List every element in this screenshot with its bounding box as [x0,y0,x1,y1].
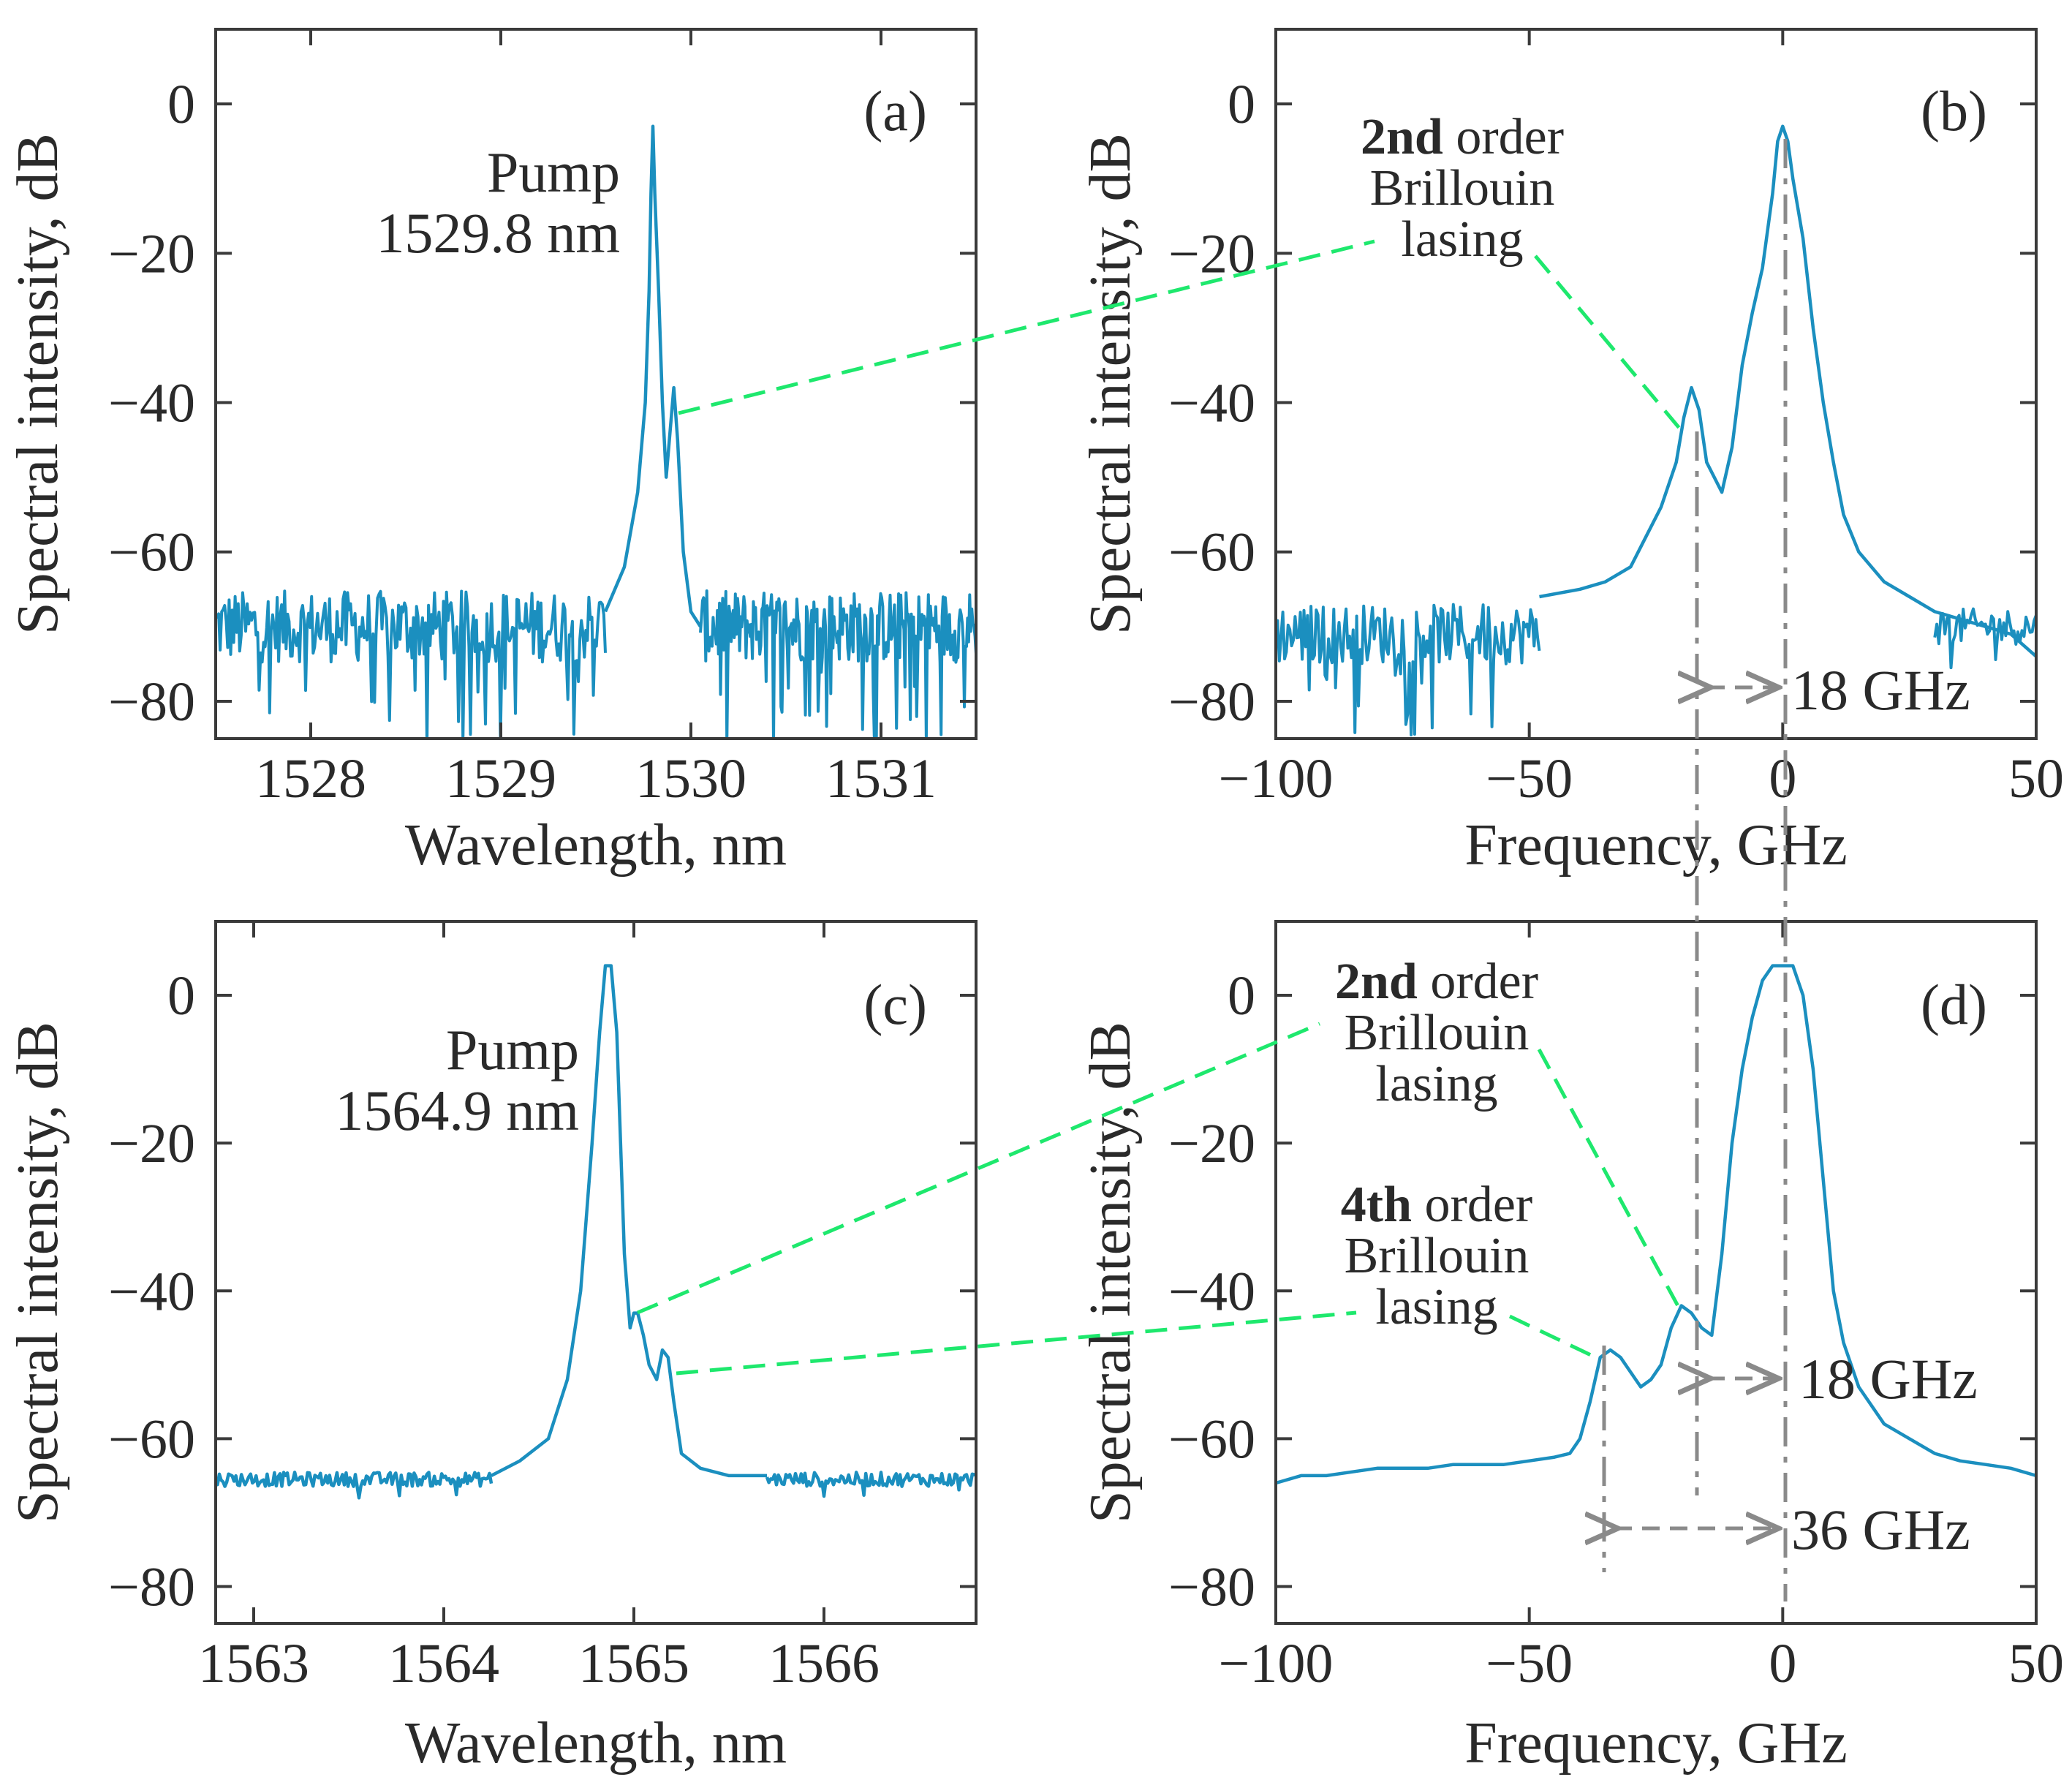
connector-a-to-b-2nd-order [678,239,1375,415]
y-axis-label-d: Spectral intensity, dB [1078,1022,1143,1523]
trace-b-noise-floor [1277,603,2035,736]
panel-label-b: (b) [1921,79,1987,143]
plot-frame-c [214,920,978,1625]
y-axis-label-b: Spectral intensity, dB [1078,133,1143,635]
axis-ticks-a: 1528 1529 1530 1531 0 −20 −40 −60 −80 [108,29,976,810]
x-tick-label-c-1: 1564 [388,1633,499,1694]
spacing-label-18ghz-b: 18 GHz [1791,658,1970,722]
pump-label-c: Pump [446,1018,579,1082]
annotation-2nd-order-b-line2: Brillouin [1370,160,1555,216]
y-tick-label-b-3: −60 [1168,522,1255,584]
x-tick-label-a-2: 1530 [635,748,746,810]
y-tick-label-a-1: −20 [108,223,195,284]
panel-d: −100 −50 0 50 0 −20 −40 −60 −80 (d) 2nd order Br… [1078,920,2064,1776]
y-tick-label-a-3: −60 [108,522,195,584]
annotation-4th-order-d-line3: lasing [1375,1279,1497,1335]
annotation-4th-order-d-line2: Brillouin [1345,1228,1530,1284]
y-tick-label-a-2: −40 [108,373,195,434]
pump-wavelength-label-a: 1529.8 nm [376,201,620,265]
panel-b: −100 −50 0 500−20−40−60−80 (b) 2nd order Br… [1078,28,2064,878]
x-axis-label-a: Wavelength, nm [405,813,787,878]
pump-wavelength-label-c: 1564.9 nm [335,1079,579,1142]
x-tick-label-b-1: −50 [1486,748,1573,810]
spacing-label-18ghz-d: 18 GHz [1799,1347,1978,1411]
trace-a-pump-peak [603,124,702,628]
spacing-label-36ghz-d: 36 GHz [1791,1498,1970,1561]
y-tick-label-d-1: −20 [1168,1113,1255,1174]
x-tick-label-b-2: 0 [1769,748,1796,810]
y-tick-label-d-2: −40 [1168,1261,1255,1322]
x-tick-label-b-3: 50 [2008,748,2064,810]
annotation-4th-order-d-word: order [1412,1177,1532,1233]
x-tick-label-c-3: 1566 [768,1633,880,1694]
y-tick-label-c-2: −40 [108,1261,195,1322]
annotation-4th-order-d-line1: 4th order [1341,1177,1532,1233]
y-tick-label-b-4: −80 [1168,671,1255,733]
connector-d-4th-label-to-peak [1508,1314,1595,1359]
axis-ticks-b: −100 −50 0 500−20−40−60−80 [1168,29,2064,810]
y-axis-label-a: Spectral intensity, dB [6,133,70,635]
annotation-connectors [637,239,1687,1376]
connector-c-to-d-4th-order [676,1310,1357,1376]
plot-frame-b [1274,28,2038,740]
annotation-2nd-order-d-word: order [1418,954,1538,1010]
y-tick-label-d-4: −80 [1168,1556,1255,1618]
x-tick-label-a-1: 1529 [445,748,556,810]
axis-ticks-c: 1563 1564 1565 1566 0 −20 −40 −60 −80 [108,921,976,1694]
axis-ticks-d: −100 −50 0 50 0 −20 −40 −60 −80 [1168,921,2064,1694]
annotation-2nd-order-b-bold: 2nd [1361,109,1443,165]
y-tick-label-c-1: −20 [108,1113,195,1174]
y-tick-label-b-2: −40 [1168,373,1255,434]
x-tick-label-a-3: 1531 [825,748,937,810]
plot-frame-d [1274,920,2038,1625]
x-tick-label-c-2: 1565 [578,1633,689,1694]
x-tick-label-d-3: 50 [2008,1633,2064,1694]
annotation-2nd-order-b-line1: 2nd order [1361,109,1564,165]
x-tick-label-c-0: 1563 [198,1633,309,1694]
x-axis-label-c: Wavelength, nm [405,1711,787,1776]
trace-c-noise-floor [217,1471,975,1500]
x-tick-label-b-0: −100 [1219,748,1334,810]
pump-label-a: Pump [487,140,620,204]
frequency-guides [1604,139,1788,1601]
connector-b-label-to-peak [1534,254,1687,437]
annotation-4th-order-d-bold: 4th [1341,1177,1412,1233]
panel-a: 1528 1529 1530 1531 0 −20 −40 −60 −80 (a) Pump 1… [6,28,978,878]
panel-label-c: (c) [863,973,927,1036]
connector-d-2nd-label-to-peak [1537,1048,1684,1314]
y-tick-label-a-0: 0 [167,74,195,135]
panel-label-a: (a) [863,79,927,143]
annotation-2nd-order-b-word: order [1443,109,1564,165]
x-axis-label-d: Frequency, GHz [1464,1711,1848,1776]
trace-b-main-peak [1539,124,2035,657]
plot-frame-a [214,28,978,740]
y-tick-label-c-4: −80 [108,1556,195,1618]
x-tick-label-d-0: −100 [1219,1633,1334,1694]
annotation-2nd-order-b-line3: lasing [1401,211,1523,268]
x-tick-label-d-1: −50 [1486,1633,1573,1694]
panel-c: 1563 1564 1565 1566 0 −20 −40 −60 −80 (c) Pump 1… [6,920,978,1776]
trace-c-pump-peak [490,964,767,1478]
annotation-2nd-order-d-line1: 2nd order [1335,954,1538,1010]
panel-label-d: (d) [1921,973,1987,1036]
connector-c-to-d-2nd-order [637,1022,1320,1315]
x-axis-label-b: Frequency, GHz [1464,813,1848,878]
y-tick-label-c-3: −60 [108,1408,195,1470]
trace-a-noise-floor [217,589,975,737]
trace-d-spectrum [1277,964,2035,1484]
y-tick-label-c-0: 0 [167,965,195,1027]
y-tick-label-d-0: 0 [1228,965,1255,1027]
x-tick-label-a-0: 1528 [255,748,366,810]
annotation-2nd-order-d-line3: lasing [1375,1056,1497,1112]
annotation-2nd-order-d-bold: 2nd [1335,954,1418,1010]
x-tick-label-d-2: 0 [1769,1633,1796,1694]
y-tick-label-d-3: −60 [1168,1408,1255,1470]
y-tick-label-a-4: −80 [108,671,195,733]
annotation-2nd-order-d-line2: Brillouin [1345,1005,1530,1061]
y-axis-label-c: Spectral intensity, dB [6,1022,70,1523]
y-tick-label-b-0: 0 [1228,74,1255,135]
